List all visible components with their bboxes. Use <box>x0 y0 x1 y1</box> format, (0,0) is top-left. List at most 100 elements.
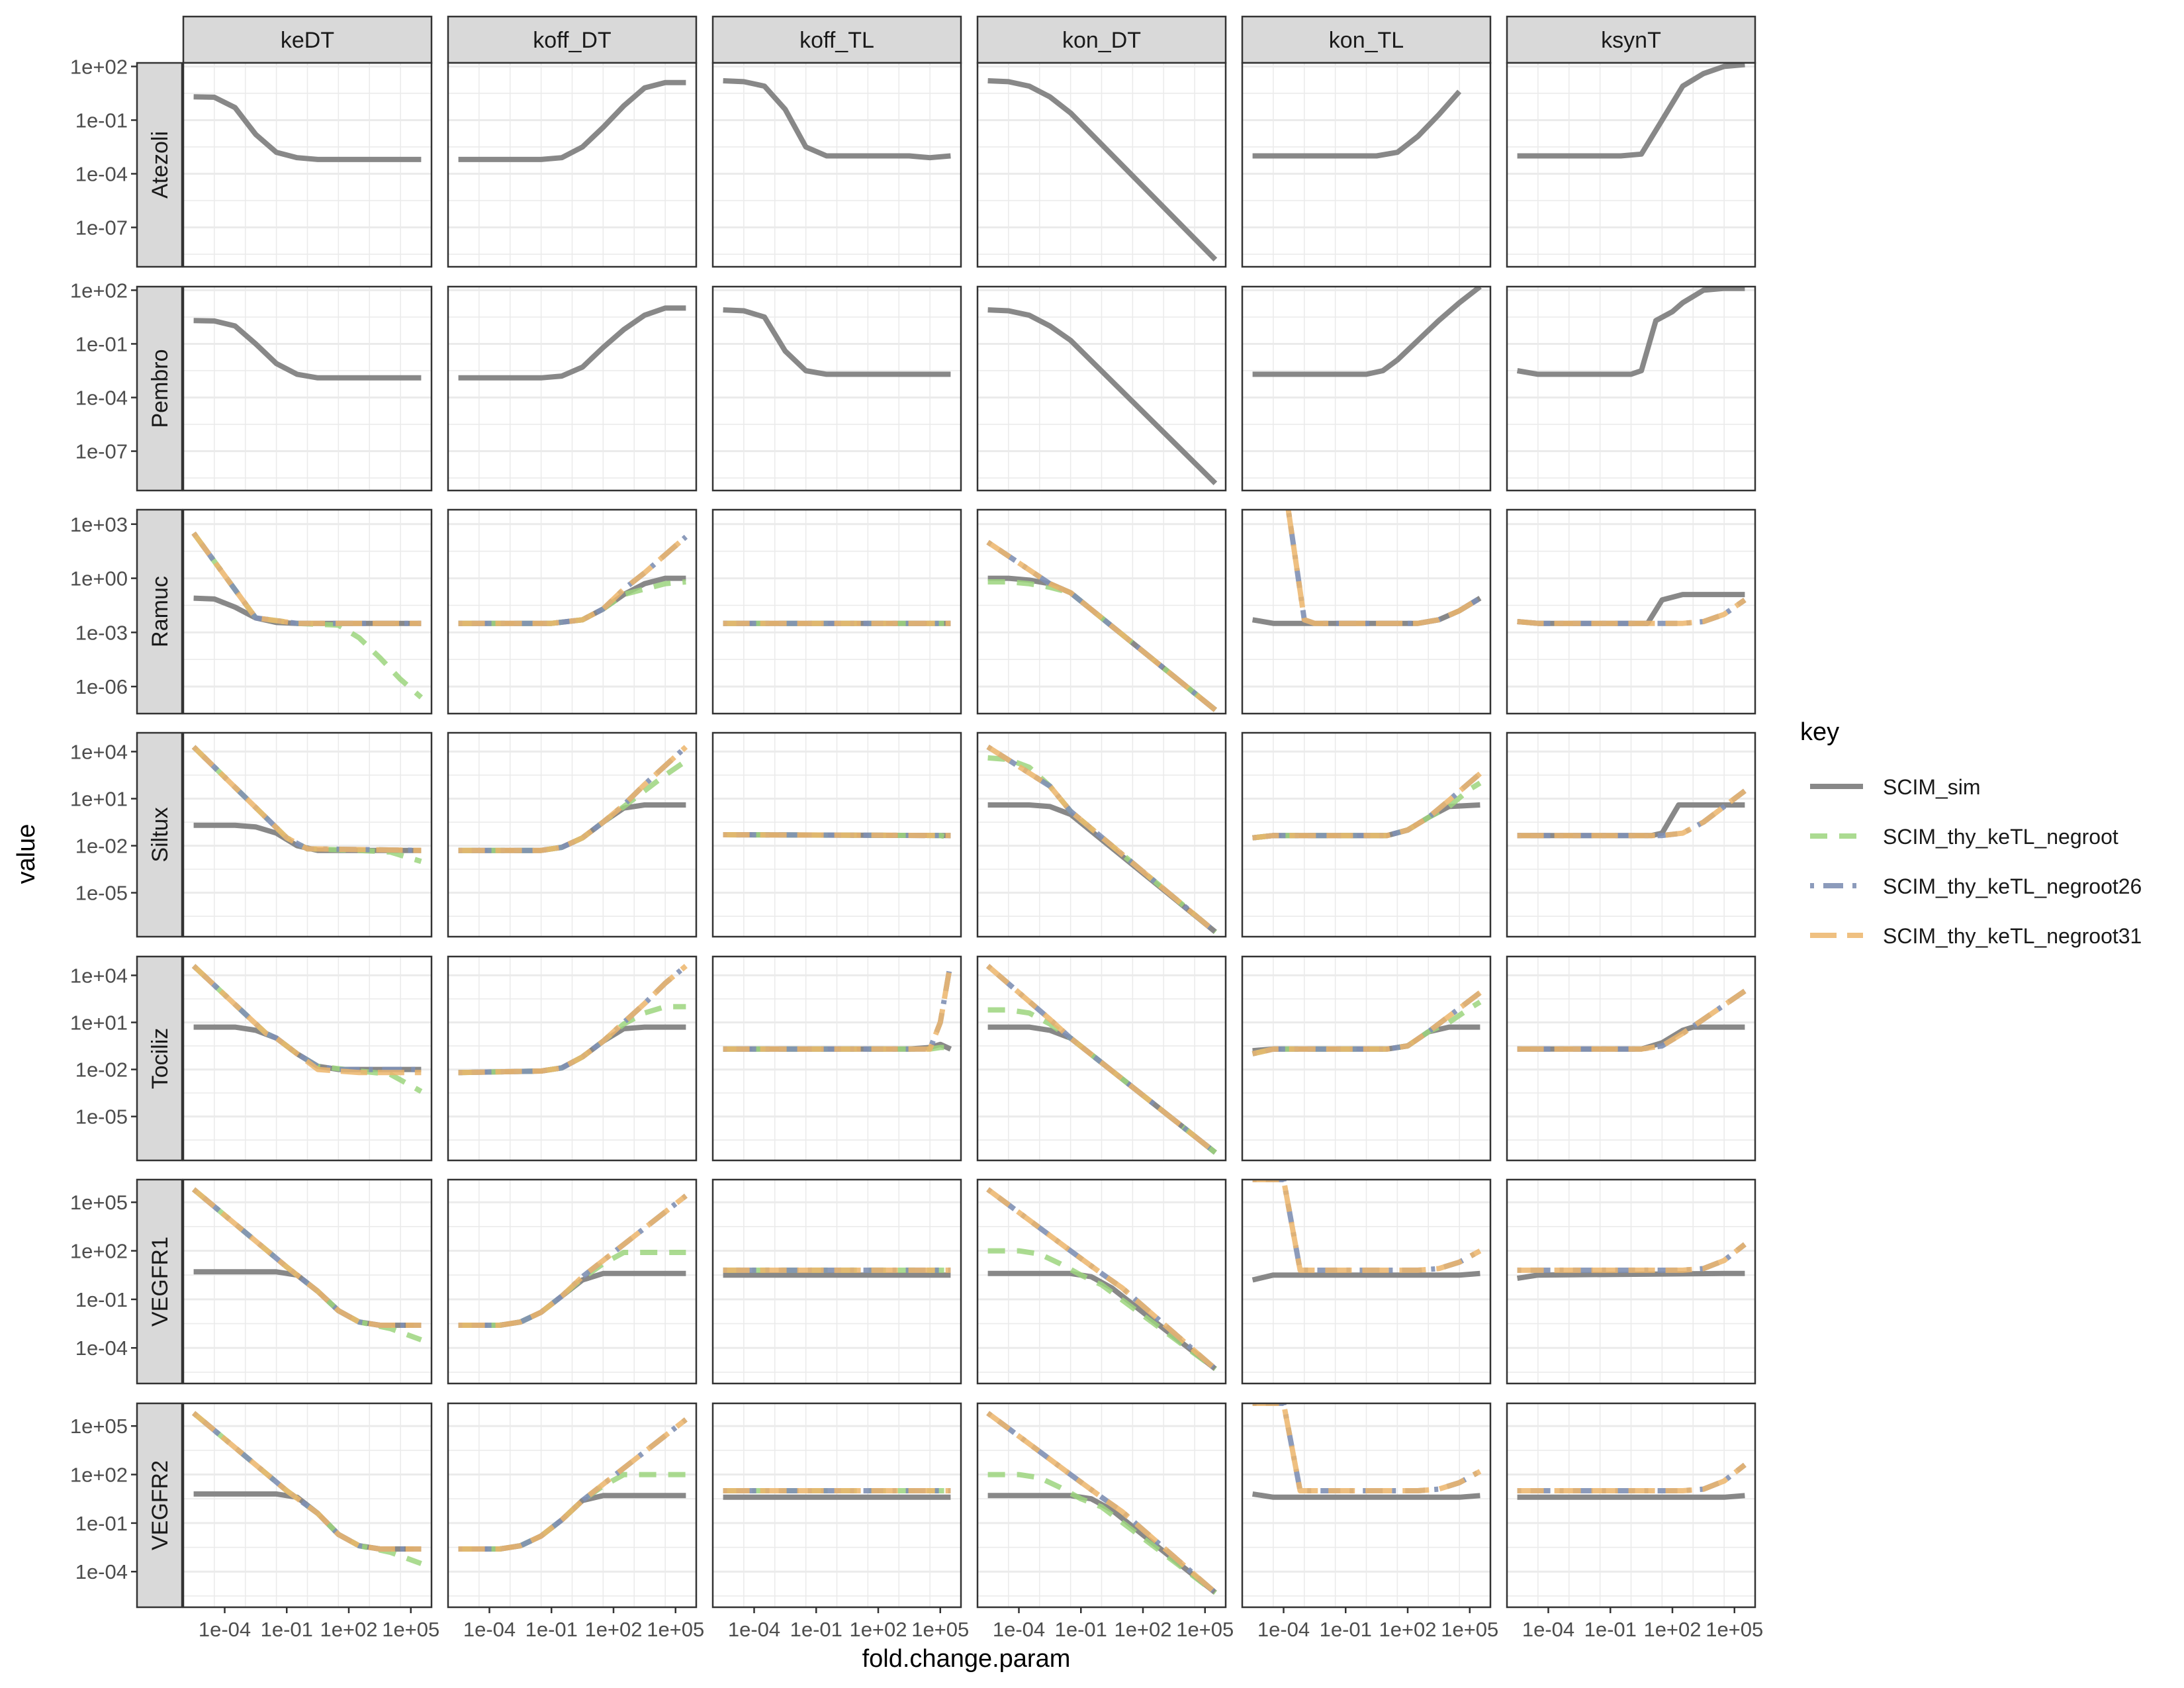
panel-VEGFR2-keDT: 1e-04 1e-01 1e+02 1e+05 <box>182 1402 439 1641</box>
series-lines <box>1516 287 1745 377</box>
panel-Tociliz-koff_DT <box>447 955 698 1162</box>
x-tick-label: 1e-01 <box>1055 1618 1107 1641</box>
series-lines <box>1251 990 1482 1056</box>
series-lines <box>1516 1242 1747 1282</box>
y-tick-label: 1e-05 <box>75 882 128 905</box>
panel-border <box>1241 62 1492 268</box>
panel-Tociliz-keDT <box>182 955 433 1162</box>
panel-border <box>1241 955 1492 1162</box>
series-lines <box>458 964 688 1076</box>
panel-border <box>711 508 962 715</box>
gridlines <box>712 287 962 491</box>
panel-border <box>976 731 1227 938</box>
series-lines <box>723 1488 951 1500</box>
series-line-negroot <box>191 532 424 700</box>
series-lines <box>458 79 686 162</box>
panel-border <box>711 955 962 1162</box>
panel-Tociliz-kon_TL <box>1241 955 1492 1162</box>
row-strip-VEGFR2: VEGFR2 <box>136 1402 183 1609</box>
panel-Siltux-kon_DT <box>976 731 1227 938</box>
series-line-negroot <box>458 1250 686 1328</box>
series-line-negroot31 <box>1251 990 1482 1056</box>
series-lines <box>458 1194 688 1328</box>
y-tick-label: 1e-04 <box>75 1560 128 1583</box>
row-strip-VEGFR1: VEGFR1 <box>136 1178 183 1385</box>
panel-border <box>182 62 433 268</box>
series-lines <box>1517 1462 1747 1500</box>
y-tick-label: 1e-01 <box>75 1512 128 1535</box>
series-lines <box>458 1417 688 1552</box>
panel-VEGFR2-koff_DT: 1e-04 1e-01 1e+02 1e+05 <box>447 1402 704 1641</box>
x-tick-label: 1e+05 <box>1176 1618 1234 1641</box>
series-line-negroot31 <box>985 964 1217 1155</box>
gridlines <box>712 63 962 267</box>
gridlines <box>712 1403 962 1607</box>
panel-VEGFR1-koff_DT <box>447 1178 698 1385</box>
col-strip-label: kon_DT <box>1062 28 1141 53</box>
col-strip-koff_TL: koff_TL <box>711 15 962 64</box>
series-lines <box>192 1187 422 1342</box>
panel-border <box>1506 62 1756 268</box>
col-strip-koff_DT: koff_DT <box>447 15 698 64</box>
gridlines <box>183 510 432 714</box>
gridlines <box>183 1180 432 1383</box>
legend-label: SCIM_thy_keTL_negroot26 <box>1883 874 2142 898</box>
series-line-negroot <box>987 1248 1217 1372</box>
series-lines <box>986 1411 1218 1595</box>
series-line-negroot31 <box>1517 788 1747 839</box>
y-tick-label: 1e-03 <box>75 621 128 644</box>
panel-border <box>1506 955 1756 1162</box>
series-line-negroot31 <box>1517 988 1747 1052</box>
panel-VEGFR2-kon_DT: 1e-04 1e-01 1e+02 1e+05 <box>976 1402 1234 1641</box>
gridlines <box>977 957 1226 1160</box>
y-tick-label: 1e-02 <box>75 1058 128 1082</box>
x-tick-label: 1e-04 <box>199 1618 251 1641</box>
y-tick-label: 1e-04 <box>75 387 128 410</box>
y-tick-label: 1e+02 <box>70 55 128 78</box>
panel-Ramuc-keDT <box>182 508 433 715</box>
panel-border <box>711 1178 962 1385</box>
gridlines <box>1506 957 1756 1160</box>
panel-border <box>1506 285 1756 492</box>
series-lines <box>1251 510 1482 626</box>
panel-border <box>447 62 698 268</box>
series-lines <box>987 78 1218 262</box>
series-line-negroot31 <box>1285 510 1482 626</box>
panel-VEGFR2-ksynT: 1e-04 1e-01 1e+02 1e+05 <box>1506 1402 1763 1641</box>
series-line-negroot31 <box>986 1187 1218 1372</box>
series-lines <box>987 307 1218 486</box>
panel-Atezoli-koff_TL <box>711 62 962 268</box>
legend-title: key <box>1800 718 1839 746</box>
panel-Ramuc-koff_DT <box>447 508 698 715</box>
series-line-sim <box>987 307 1218 486</box>
col-strip-kon_DT: kon_DT <box>976 15 1227 64</box>
x-tick-label: 1e-01 <box>261 1618 313 1641</box>
y-tick-label: 1e+04 <box>70 740 128 763</box>
panel-border <box>711 1402 962 1609</box>
y-tick-label: 1e+03 <box>70 513 128 536</box>
series-line-sim <box>1516 287 1745 377</box>
panel-border <box>711 731 962 938</box>
y-tick-label: 1e-04 <box>75 163 128 186</box>
col-strip-label: keDT <box>281 28 334 53</box>
row-strip-Tociliz: Tociliz <box>136 955 183 1162</box>
series-line-negroot <box>191 745 422 865</box>
series-line-sim <box>458 305 686 381</box>
series-lines <box>193 318 422 381</box>
legend-item-SCIM_sim: SCIM_sim <box>1810 775 1981 799</box>
series-lines <box>1517 63 1745 159</box>
x-tick-label: 1e+02 <box>1643 1618 1701 1641</box>
panel-Tociliz-ksynT <box>1506 955 1756 1162</box>
x-tick-label: 1e+05 <box>1706 1618 1763 1641</box>
series-lines <box>723 832 952 841</box>
series-line-negroot31 <box>192 1187 422 1328</box>
series-line-negroot31 <box>191 745 422 853</box>
panel-border <box>447 731 698 938</box>
x-tick-label: 1e+05 <box>647 1618 704 1641</box>
panel-border <box>1241 285 1492 492</box>
series-lines <box>1252 89 1462 159</box>
series-line-negroot31 <box>1517 1462 1747 1493</box>
x-tick-label: 1e-04 <box>993 1618 1045 1641</box>
series-lines <box>723 1267 951 1278</box>
